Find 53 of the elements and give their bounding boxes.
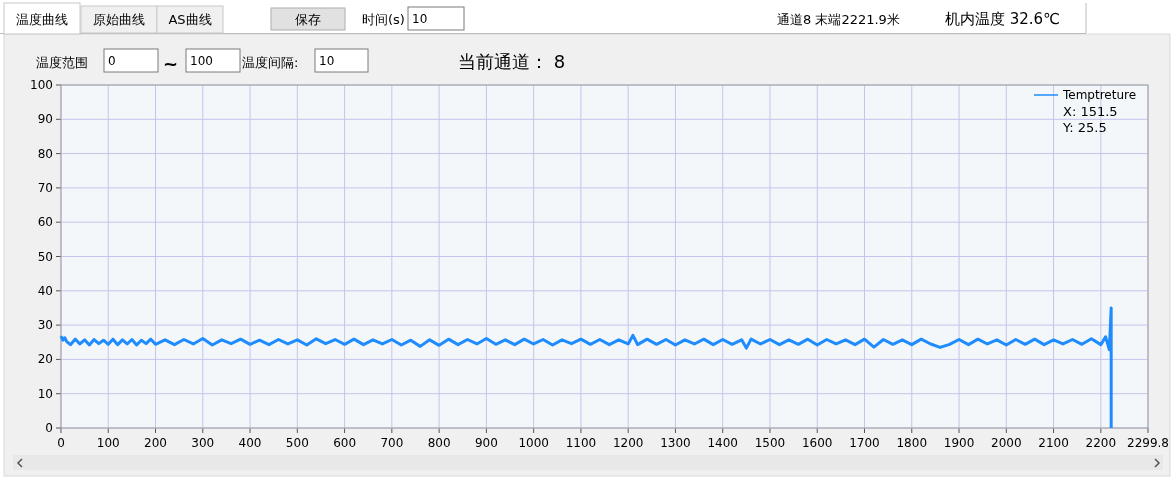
y-tick-label: 90 [37, 112, 53, 127]
x-tick-label: 1000 [518, 436, 549, 450]
x-tick-label: 1100 [565, 436, 597, 450]
x-tick-label: 2000 [991, 436, 1022, 450]
annotation: 温度间隔: [242, 55, 299, 70]
x-tick-label: 2100 [1038, 436, 1069, 450]
y-tick-label: 100 [30, 78, 53, 92]
x-tick-label: 0 [57, 436, 65, 450]
annotation: 机内温度 32.6℃ [945, 10, 1060, 28]
annotation: 温度曲线 [3, 2, 81, 35]
x-tick-label: 500 [285, 436, 309, 450]
x-tick-label: 700 [380, 436, 404, 450]
annotation: 10 [314, 48, 369, 73]
x-tick-label: 1900 [943, 436, 975, 450]
annotation: 温度范围 [36, 55, 88, 70]
legend-label: Temptreture [1062, 88, 1137, 102]
x-tick-label: 1800 [896, 436, 928, 450]
x-tick-label: 300 [191, 436, 215, 450]
y-tick-label: 60 [37, 215, 53, 230]
x-tick-label: 2200 [1085, 436, 1117, 450]
x-tick-label: 800 [427, 436, 451, 450]
annotation: 0 [103, 48, 159, 73]
y-tick-label: 20 [37, 352, 53, 367]
y-tick-label: 40 [37, 283, 53, 298]
annotation: 保存 [270, 7, 346, 31]
x-tick-label: 100 [96, 436, 120, 450]
annotation: 时间(s) [362, 12, 405, 27]
annotation: 100 [185, 48, 241, 73]
annotation: AS曲线 [156, 5, 224, 34]
y-tick-label: 80 [37, 146, 53, 161]
annotation: 10 [407, 6, 465, 31]
x-tick-label: 200 [144, 436, 167, 450]
annotation: X: 151.5 [1063, 104, 1118, 119]
x-tick-label: 400 [238, 436, 262, 450]
x-tick-label: 1200 [612, 436, 644, 450]
x-tick-label: 1400 [707, 436, 738, 450]
y-tick-label: 0 [45, 421, 53, 435]
x-tick-label: 1700 [849, 436, 880, 450]
x-tick-label: 1500 [754, 436, 786, 450]
y-tick-label: 10 [37, 386, 53, 401]
annotation: 原始曲线 [80, 5, 158, 34]
y-tick-label: 70 [37, 180, 53, 195]
chart-title: 当前通道： 8 [458, 51, 566, 72]
annotation: Y: 25.5 [1063, 120, 1107, 135]
y-tick-label: 30 [37, 318, 53, 333]
y-tick-label: 50 [37, 249, 53, 264]
x-tick-label: 1300 [660, 436, 691, 450]
x-tick-label: 1600 [801, 436, 833, 450]
x-tick-label: 2299.8 [1127, 436, 1169, 450]
x-tick-label: 900 [474, 436, 498, 450]
annotation: 通道8 末端2221.9米 [777, 12, 900, 27]
x-tick-label: 600 [333, 436, 357, 450]
annotation: ~ [163, 53, 179, 74]
